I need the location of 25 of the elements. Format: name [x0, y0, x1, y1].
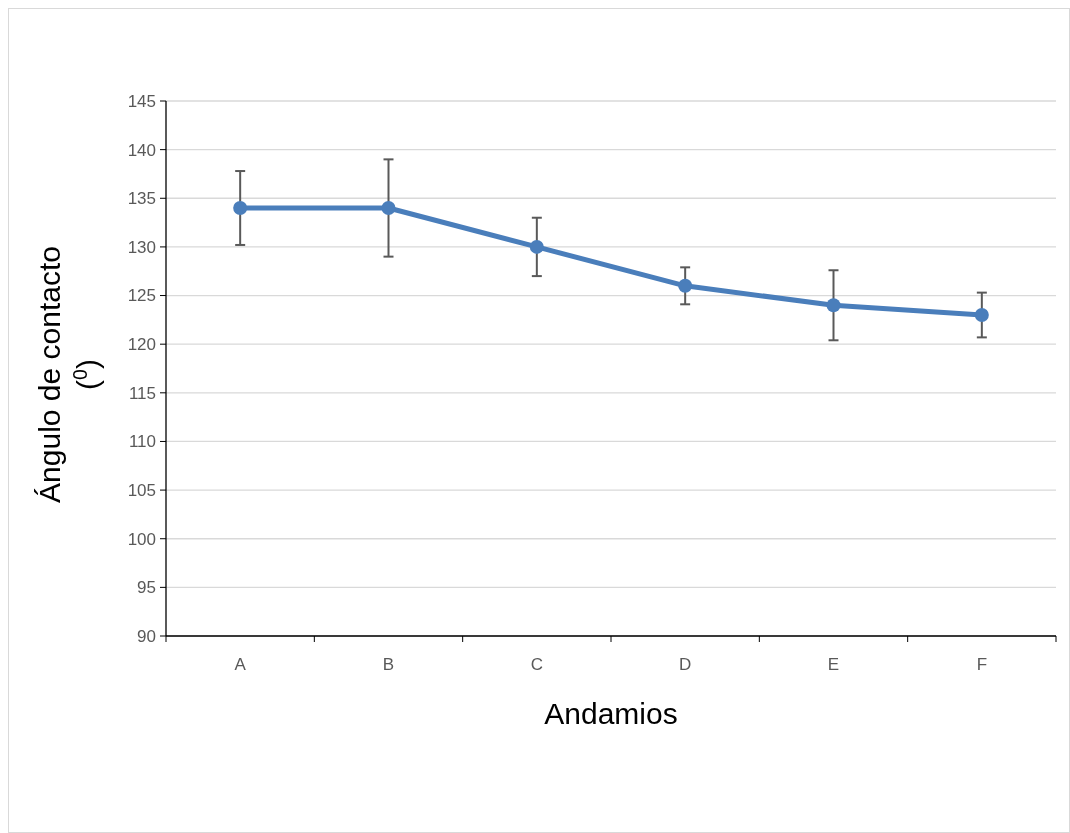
y-tick-label: 135: [127, 189, 156, 209]
y-tick-label: 115: [128, 383, 156, 403]
y-tick-label: 145: [127, 91, 156, 111]
point: [381, 201, 396, 215]
x-tick-label: B: [382, 655, 395, 674]
point: [529, 239, 544, 254]
y-tick-label: 95: [137, 578, 156, 598]
point: [233, 201, 248, 215]
y-tick-label: 110: [128, 432, 156, 452]
point: [826, 298, 841, 313]
y-tick-label: 125: [127, 286, 156, 306]
x-tick-label: A: [234, 655, 247, 674]
y-tick-label: 100: [127, 529, 156, 549]
y-tick-label: 105: [127, 481, 156, 501]
y-tick-label: 120: [127, 335, 156, 355]
y-tick-label: 90: [137, 626, 156, 646]
x-axis-title: Andamios: [544, 697, 678, 730]
point: [678, 278, 693, 293]
x-tick-label: E: [827, 655, 840, 674]
y-tick-label: 140: [127, 140, 156, 160]
x-tick-label: F: [976, 655, 988, 674]
y-tick-label: 130: [127, 237, 156, 257]
x-tick-label: C: [530, 655, 543, 674]
point: [974, 308, 989, 322]
x-tick-label: D: [679, 655, 692, 674]
